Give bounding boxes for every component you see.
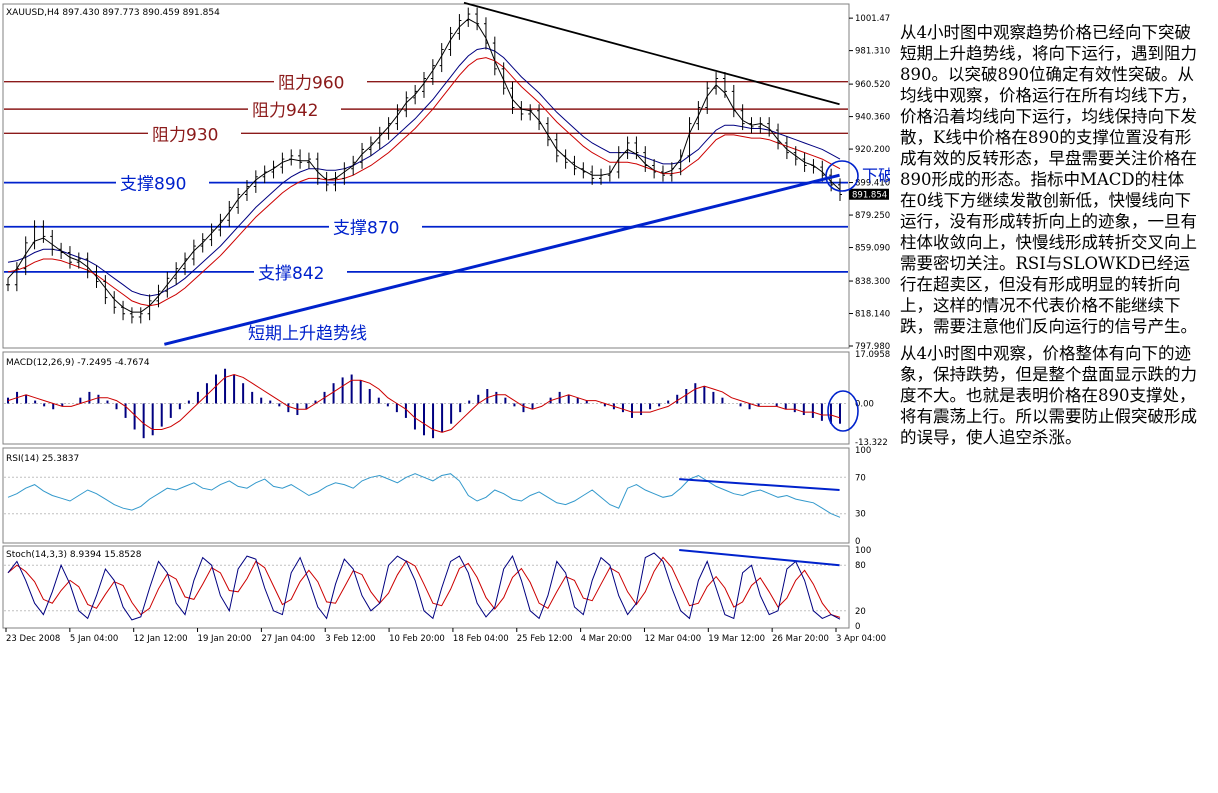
x-tick-label: 18 Feb 04:00 [453,634,509,644]
analysis-paragraph-2: 从4小时图中观察，价格整体有向下的迹象，保持跌势，但是整个盘面显示跌的力度不大。… [900,344,1197,447]
break-label: 下破 [862,166,890,185]
stoch-divergence-line [679,549,840,567]
current-price-label: 891.854 [852,191,887,201]
hline-label: 阻力930 [152,125,218,145]
macd-header: MACD(12,26,9) -7.2495 -4.7674 [6,358,150,368]
rsi-tick-label: 30 [855,510,866,520]
x-tick-label: 3 Apr 04:00 [836,634,886,644]
x-tick-label: 12 Jan 12:00 [134,634,188,644]
price-tick-label: 879.250 [855,211,890,221]
symbol-header: XAUUSD,H4 897.430 897.773 890.459 891.85… [6,8,220,18]
rsi-divergence-line [679,478,840,492]
hline-label: 阻力960 [278,74,344,94]
hline-label-bg [274,70,367,93]
rsi-header: RSI(14) 25.3837 [6,454,79,464]
main-panel [2,3,850,349]
x-tick-label: 5 Jan 04:00 [70,634,118,644]
stoch-tick-label: 80 [855,561,866,571]
macd-tick-label: 17.0958 [855,350,890,360]
price-tick-label: 859.090 [855,244,890,254]
macd-signal-line [7,373,841,433]
series-ma-red [7,57,841,307]
series-ma-slow [7,47,841,297]
x-tick-label: 26 Mar 20:00 [772,634,829,644]
macd-tick-label: -13.322 [855,438,888,448]
current-price-box [849,188,889,200]
break-circle [825,160,859,192]
x-tick-label: 19 Mar 12:00 [708,634,765,644]
hline-label-bg [116,171,209,194]
hline-label: 支撑870 [333,219,399,239]
hline-label-bg [248,98,341,121]
x-tick-label: 12 Mar 04:00 [644,634,701,644]
resistance-trendline [463,1,840,106]
price-tick-label: 981.310 [855,47,890,57]
rsi-panel [2,447,850,544]
stoch-d-line [7,556,841,618]
price-tick-label: 1001.470 [855,14,890,24]
analysis-paragraph-1: 从4小时图中观察趋势价格已经向下突破短期上升趋势线，将向下运行，遇到阻力890。… [900,23,1197,336]
x-tick-label: 23 Dec 2008 [6,634,60,644]
rsi-tick-label: 100 [855,446,871,456]
hline-label: 支撑890 [120,175,186,195]
x-tick-label: 10 Feb 20:00 [389,634,445,644]
support-trendline [163,173,840,346]
x-tick-label: 4 Mar 20:00 [581,634,632,644]
price-tick-label: 818.140 [855,310,890,320]
rsi-tick-label: 0 [855,537,860,547]
stoch-header: Stoch(14,3,3) 8.9394 15.8528 [6,550,142,560]
trend-label: 短期上升趋势线 [248,324,367,344]
hline-label: 阻力942 [252,101,318,121]
x-tick-label: 19 Jan 20:00 [198,634,252,644]
price-tick-label: 838.300 [855,277,890,287]
hline-label-bg [148,122,241,145]
x-tick-label: 25 Feb 12:00 [517,634,573,644]
x-tick-label: 3 Feb 12:00 [325,634,375,644]
rsi-line [7,473,841,518]
hline-label-bg [254,260,347,283]
price-tick-label: 920.200 [855,145,890,155]
hline-label: 支撑842 [258,264,324,284]
price-tick-label: 899.410 [855,179,890,189]
price-tick-label: 797.980 [855,342,890,352]
stoch-tick-label: 100 [855,546,871,556]
macd-panel [2,351,850,445]
stoch-tick-label: 0 [855,622,860,632]
price-tick-label: 960.520 [855,80,890,90]
stoch-panel [2,545,850,629]
macd-circle [827,390,859,432]
hline-label-bg [329,215,422,238]
macd-tick-label: 0.00 [855,399,874,409]
analysis-notes: 从4小时图中观察趋势价格已经向下突破短期上升趋势线，将向下运行，遇到阻力890。… [900,22,1200,454]
price-chart: XAUUSD,H4 897.430 897.773 890.459 891.85… [2,1,890,644]
rsi-tick-label: 70 [855,473,866,483]
stoch-k-line [7,552,841,621]
x-tick-label: 27 Jan 04:00 [261,634,315,644]
stoch-tick-label: 20 [855,607,866,617]
price-tick-label: 940.360 [855,113,890,123]
